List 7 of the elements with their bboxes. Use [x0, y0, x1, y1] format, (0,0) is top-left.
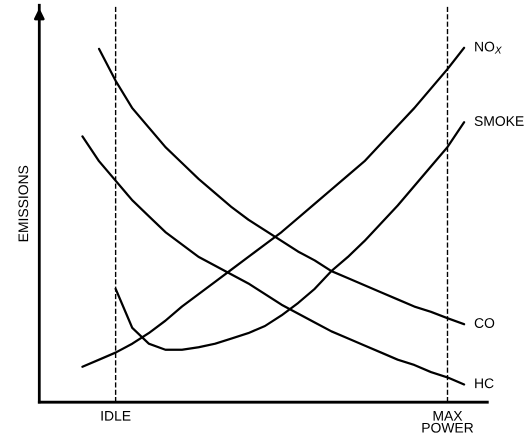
series-label: CO: [474, 318, 494, 328]
x-tick-label: IDLE: [101, 411, 130, 421]
y-axis-title: EMISSIONS: [18, 166, 28, 242]
series-label: NO$_{X}$: [475, 42, 502, 54]
series-label: SMOKE: [474, 116, 524, 126]
series-label: HC: [475, 378, 494, 388]
x-tick-label: MAX POWER: [422, 411, 474, 433]
